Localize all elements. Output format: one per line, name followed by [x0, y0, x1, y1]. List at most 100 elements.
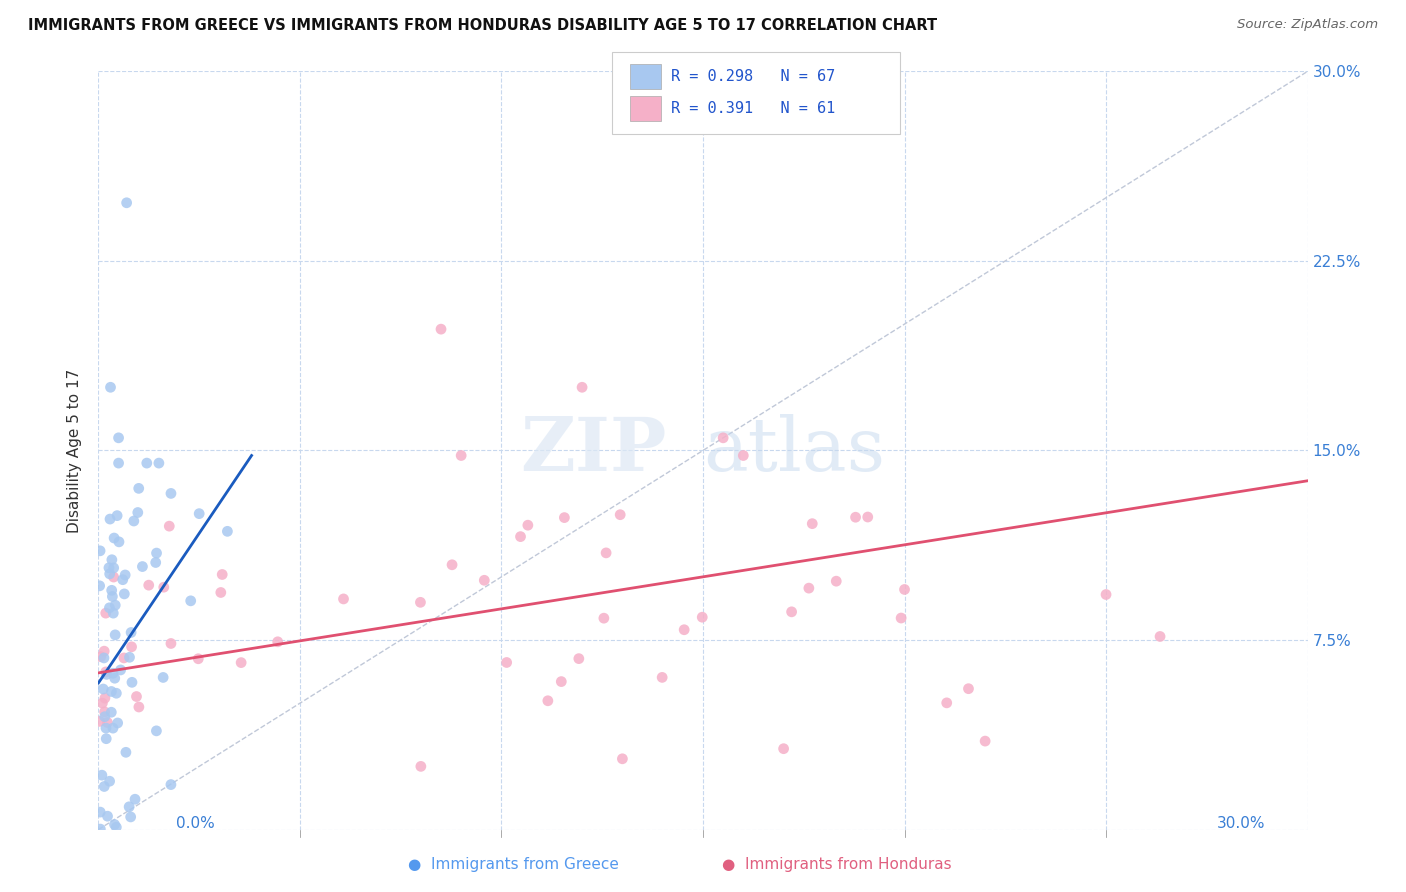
Text: Source: ZipAtlas.com: Source: ZipAtlas.com	[1237, 18, 1378, 31]
Point	[103, 561, 125, 575]
Point	[91, 681, 114, 696]
Point	[957, 681, 980, 696]
Point	[780, 605, 803, 619]
Text: R = 0.298   N = 67: R = 0.298 N = 67	[671, 70, 835, 84]
Point	[550, 674, 572, 689]
Point	[430, 322, 453, 336]
Point	[118, 650, 141, 665]
Point	[160, 778, 183, 792]
Point	[114, 568, 136, 582]
Point	[217, 524, 239, 539]
Point	[94, 691, 117, 706]
Point	[516, 518, 538, 533]
Point	[100, 380, 122, 394]
Point	[472, 574, 495, 588]
Point	[148, 456, 170, 470]
Text: atlas: atlas	[703, 414, 886, 487]
Point	[509, 530, 531, 544]
Point	[409, 595, 432, 609]
Text: ●  Immigrants from Honduras: ● Immigrants from Honduras	[721, 857, 952, 872]
Point	[98, 774, 121, 789]
Point	[112, 587, 135, 601]
Point	[856, 510, 879, 524]
Point	[98, 600, 121, 615]
Point	[160, 636, 183, 650]
Point	[90, 768, 112, 782]
Text: 0.0%: 0.0%	[176, 816, 215, 831]
Point	[409, 759, 432, 773]
Point	[93, 705, 115, 719]
Point	[772, 741, 794, 756]
Point	[1149, 630, 1171, 644]
Point	[101, 721, 124, 735]
Point	[593, 611, 616, 625]
Point	[553, 510, 575, 524]
Point	[105, 508, 128, 523]
Point	[93, 651, 115, 665]
Point	[91, 696, 114, 710]
Point	[690, 610, 713, 624]
Point	[120, 625, 142, 640]
Point	[157, 519, 180, 533]
Point	[94, 709, 117, 723]
Point	[651, 670, 673, 684]
Point	[100, 583, 122, 598]
Point	[160, 486, 183, 500]
Point	[1095, 588, 1118, 602]
Point	[441, 558, 464, 572]
Point	[209, 585, 232, 599]
Point	[89, 544, 111, 558]
Point	[90, 649, 112, 664]
Point	[118, 799, 141, 814]
Text: 30.0%: 30.0%	[1218, 816, 1265, 831]
Point	[115, 745, 138, 759]
Point	[152, 670, 174, 684]
Point	[893, 582, 915, 597]
Point	[935, 696, 957, 710]
Point	[128, 700, 150, 714]
Point	[267, 635, 290, 649]
Point	[107, 431, 129, 445]
Point	[128, 482, 150, 496]
Point	[89, 822, 111, 836]
Point	[138, 578, 160, 592]
Text: IMMIGRANTS FROM GREECE VS IMMIGRANTS FROM HONDURAS DISABILITY AGE 5 TO 17 CORREL: IMMIGRANTS FROM GREECE VS IMMIGRANTS FRO…	[28, 18, 938, 33]
Point	[94, 606, 117, 620]
Point	[711, 431, 734, 445]
Point	[101, 590, 124, 604]
Point	[105, 686, 128, 700]
Point	[145, 546, 167, 560]
Point	[100, 684, 122, 698]
Point	[93, 780, 115, 794]
Point	[101, 666, 124, 681]
Point	[152, 580, 174, 594]
Y-axis label: Disability Age 5 to 17: Disability Age 5 to 17	[67, 368, 83, 533]
Point	[797, 581, 820, 595]
Point	[673, 623, 696, 637]
Point	[450, 449, 472, 463]
Point	[110, 663, 132, 677]
Point	[103, 570, 125, 584]
Point	[112, 651, 135, 665]
Point	[98, 512, 121, 526]
Point	[89, 579, 111, 593]
Point	[101, 553, 124, 567]
Point	[145, 556, 167, 570]
Point	[537, 694, 560, 708]
Point	[89, 805, 111, 819]
Point	[107, 456, 129, 470]
Point	[120, 810, 142, 824]
Point	[612, 752, 634, 766]
Point	[103, 817, 125, 831]
Point	[115, 195, 138, 210]
Point	[145, 723, 167, 738]
Point	[107, 716, 129, 731]
Point	[801, 516, 824, 531]
Point	[733, 449, 755, 463]
Point	[595, 546, 617, 560]
Point	[94, 665, 117, 679]
Point	[609, 508, 631, 522]
Point	[571, 380, 593, 394]
Text: ZIP: ZIP	[520, 414, 666, 487]
Point	[104, 628, 127, 642]
